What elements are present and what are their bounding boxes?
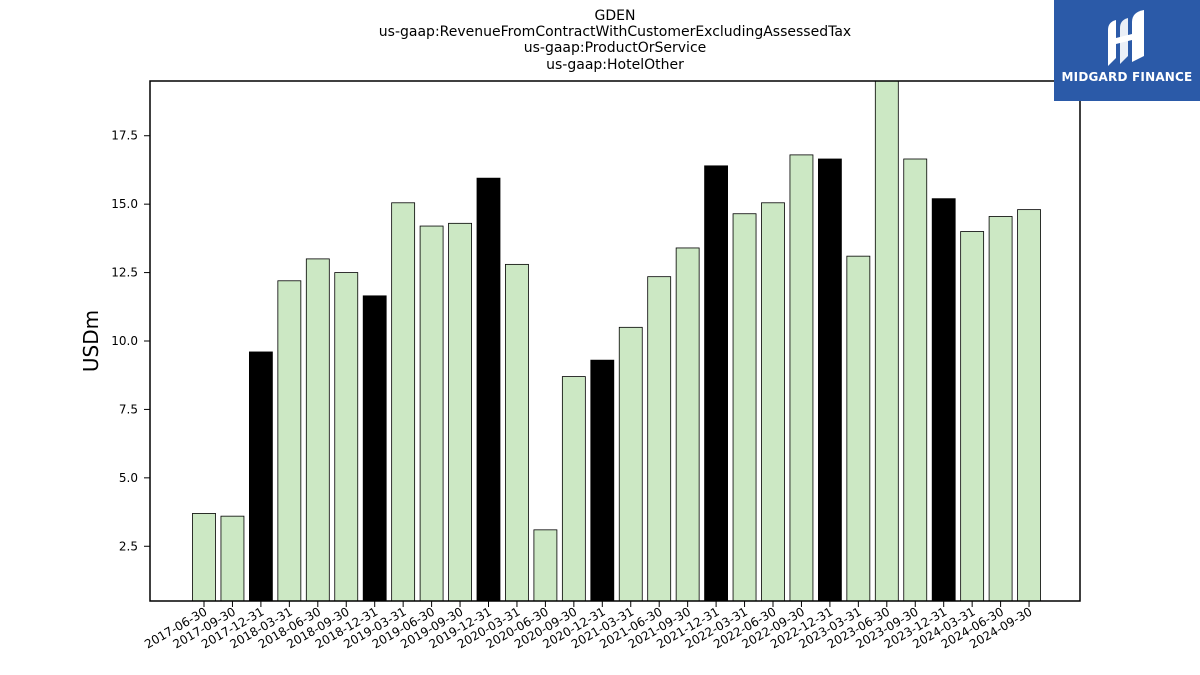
bar — [419, 225, 444, 602]
bar — [220, 515, 245, 602]
y-tick-label: 15.0 — [111, 197, 138, 211]
y-tick-label: 2.5 — [119, 539, 138, 553]
bar — [931, 198, 956, 602]
bar — [988, 216, 1013, 602]
bar — [647, 276, 672, 602]
y-tick-label: 12.5 — [111, 266, 138, 280]
midgard-logo: MIDGARD FINANCE — [1054, 0, 1200, 101]
bar — [277, 280, 302, 602]
bar — [391, 202, 416, 602]
bar — [874, 80, 899, 602]
bar — [476, 177, 501, 602]
bar — [590, 359, 615, 602]
bar — [675, 247, 700, 602]
bar — [846, 255, 871, 602]
logo-text: MIDGARD FINANCE — [1061, 70, 1193, 84]
title-line-3: us-gaap:ProductOrService — [523, 40, 707, 56]
bar — [305, 258, 330, 602]
bar — [732, 213, 757, 602]
title-line-2: us-gaap:RevenueFromContractWithCustomerE… — [378, 24, 852, 40]
y-tick-label: 10.0 — [111, 334, 138, 348]
bar — [960, 231, 985, 602]
bar — [334, 272, 359, 602]
y-tick-label: 5.0 — [119, 471, 138, 485]
bar — [505, 263, 529, 602]
bar — [789, 154, 814, 602]
y-axis-label: USDm — [79, 310, 103, 372]
bar — [248, 351, 273, 602]
bar — [1017, 209, 1041, 602]
bar — [704, 165, 728, 602]
bar — [192, 513, 216, 602]
bar — [561, 376, 586, 602]
title-line-1: GDEN — [594, 8, 636, 24]
bar — [818, 158, 842, 602]
y-tick-label: 7.5 — [119, 402, 138, 416]
bar — [533, 529, 558, 602]
midgard-logo-mark-icon — [1108, 10, 1144, 66]
bar — [903, 158, 928, 602]
bar — [618, 326, 643, 602]
bar — [448, 222, 472, 602]
bar — [362, 295, 387, 602]
title-line-4: us-gaap:HotelOther — [546, 57, 684, 73]
bar — [761, 202, 785, 602]
y-tick-label: 17.5 — [111, 129, 138, 143]
